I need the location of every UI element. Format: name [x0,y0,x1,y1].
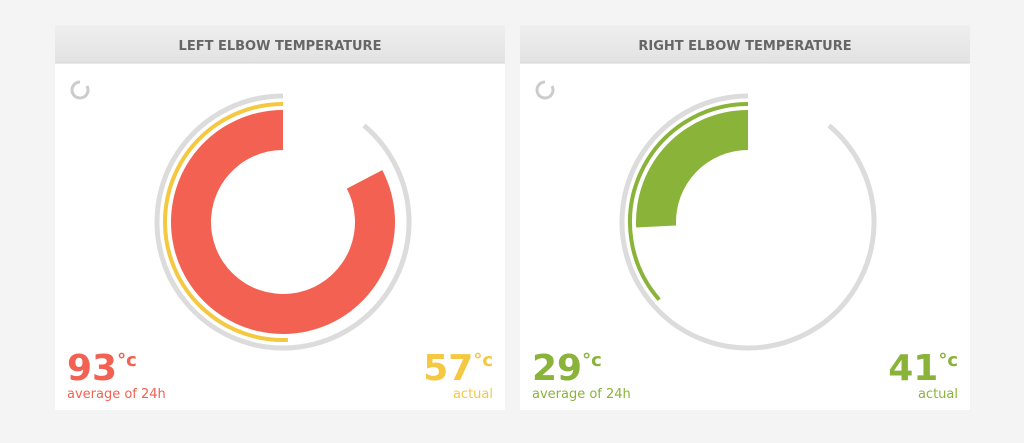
average-reading: 29°c [532,348,602,389]
gauge-track [154,93,412,351]
average-arc [171,110,395,334]
actual-reading: 41°c [888,348,958,389]
actual-value: 41 [888,348,938,389]
actual-arc [628,102,749,302]
gauge-track [619,93,877,351]
actual-value: 57 [423,348,473,389]
panel-title: LEFT ELBOW TEMPERATURE [179,39,382,54]
loading-icon [535,80,555,100]
average-unit: °c [582,350,602,371]
actual-unit: °c [473,350,493,371]
average-value: 29 [532,348,582,389]
average-label: average of 24h [67,387,166,402]
average-reading: 93°c [67,348,137,389]
average-unit: °c [117,350,137,371]
actual-label: actual [918,387,958,402]
actual-label: actual [453,387,493,402]
actual-unit: °c [938,350,958,371]
average-value: 93 [67,348,117,389]
actual-arc [163,102,289,342]
actual-reading: 57°c [423,348,493,389]
panel-header [55,25,505,63]
panel-title: RIGHT ELBOW TEMPERATURE [638,39,851,54]
average-arc [636,110,748,228]
average-label: average of 24h [532,387,631,402]
loading-icon [70,80,90,100]
panel-header [520,25,970,63]
